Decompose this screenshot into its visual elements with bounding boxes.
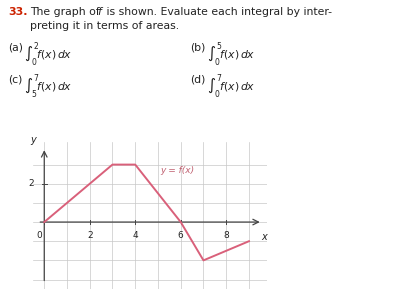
Text: (c): (c) bbox=[8, 74, 22, 84]
Text: The graph of: The graph of bbox=[30, 7, 103, 17]
Text: 2: 2 bbox=[87, 231, 92, 240]
Text: (b): (b) bbox=[190, 42, 206, 53]
Text: $\int_0^7\!f(x)\,dx$: $\int_0^7\!f(x)\,dx$ bbox=[207, 72, 256, 101]
Text: y: y bbox=[30, 135, 36, 145]
Text: y = f(x): y = f(x) bbox=[160, 166, 194, 175]
Text: $\int_0^2\!f(x)\,dx$: $\int_0^2\!f(x)\,dx$ bbox=[24, 41, 72, 69]
Text: x: x bbox=[261, 232, 267, 242]
Text: (a): (a) bbox=[8, 42, 23, 53]
Text: $\int_0^5\!f(x)\,dx$: $\int_0^5\!f(x)\,dx$ bbox=[207, 41, 256, 69]
Text: $\int_5^7\!f(x)\,dx$: $\int_5^7\!f(x)\,dx$ bbox=[24, 72, 72, 101]
Text: 6: 6 bbox=[178, 231, 184, 240]
Text: f: f bbox=[97, 7, 101, 17]
Text: 33.: 33. bbox=[8, 7, 28, 17]
Text: 2: 2 bbox=[28, 179, 34, 188]
Text: is shown. Evaluate each integral by inter-: is shown. Evaluate each integral by inte… bbox=[103, 7, 332, 17]
Text: preting it in terms of areas.: preting it in terms of areas. bbox=[30, 21, 179, 31]
Text: 4: 4 bbox=[132, 231, 138, 240]
Text: (d): (d) bbox=[190, 74, 206, 84]
Text: 0: 0 bbox=[37, 231, 43, 240]
Text: 8: 8 bbox=[223, 231, 229, 240]
